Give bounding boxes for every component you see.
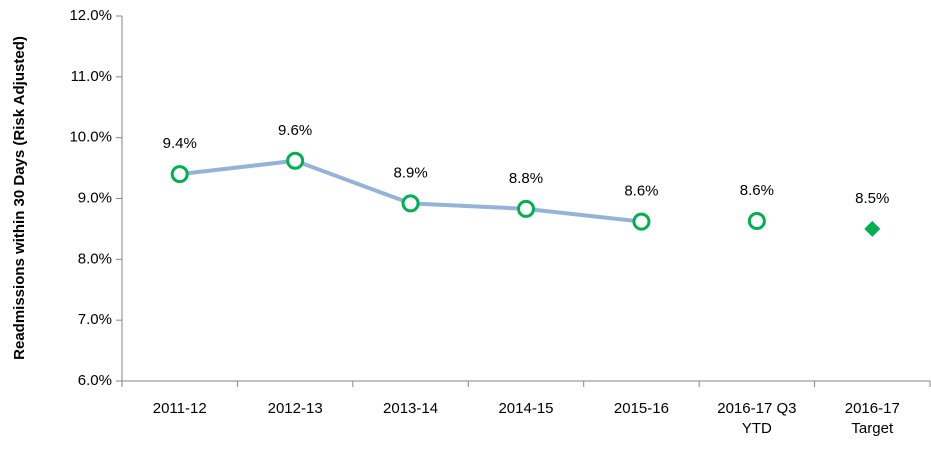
y-tick-label: 11.0% bbox=[71, 68, 112, 85]
x-tick-label: 2014-15 bbox=[498, 400, 553, 417]
data-label: 8.6% bbox=[624, 183, 658, 200]
x-tick-label: 2013-14 bbox=[383, 400, 438, 417]
marker bbox=[170, 165, 189, 184]
data-label: 8.5% bbox=[855, 190, 889, 207]
marker bbox=[401, 194, 420, 213]
marker bbox=[747, 212, 766, 231]
y-tick-label: 8.0% bbox=[78, 250, 112, 267]
y-tick-label: 12.0% bbox=[69, 7, 112, 24]
x-tick-label: 2012-13 bbox=[268, 400, 323, 417]
y-tick-label: 9.0% bbox=[78, 189, 112, 206]
marker bbox=[632, 212, 651, 231]
data-label: 8.6% bbox=[740, 182, 774, 199]
data-label: 9.6% bbox=[278, 122, 312, 139]
marker bbox=[864, 220, 881, 237]
data-label: 8.8% bbox=[509, 170, 543, 187]
data-label: 9.4% bbox=[163, 135, 197, 152]
x-tick-label: 2016-17 Q3 YTD bbox=[717, 400, 796, 437]
x-tick-label: 2016-17 Target bbox=[845, 400, 900, 437]
marker bbox=[517, 199, 535, 218]
x-tick-label: 2015-16 bbox=[614, 400, 669, 417]
marker bbox=[286, 151, 305, 170]
data-label: 8.9% bbox=[393, 164, 427, 181]
y-tick-label: 10.0% bbox=[69, 129, 112, 146]
y-axis-label: Readmissions within 30 Days (Risk Adjust… bbox=[11, 36, 28, 360]
x-tick-label: 2011-12 bbox=[153, 400, 207, 417]
y-tick-label: 7.0% bbox=[78, 311, 112, 328]
y-tick-label: 6.0% bbox=[78, 372, 112, 389]
